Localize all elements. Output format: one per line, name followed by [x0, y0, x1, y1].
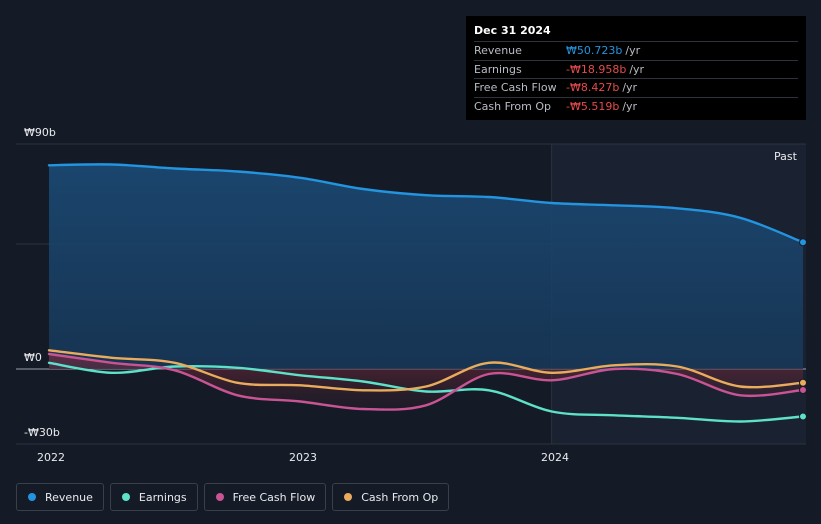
series-line-revenue: [47, 163, 805, 244]
tooltip-label: Earnings: [474, 62, 522, 76]
legend-dot-icon: [28, 493, 36, 501]
y-tick-label: ₩90b: [24, 126, 56, 139]
x-tick-label: 2022: [37, 451, 65, 464]
legend-item-cash-from-op[interactable]: Cash From Op: [332, 483, 450, 511]
end-point-cash-from-op: [799, 378, 807, 387]
legend-label: Free Cash Flow: [232, 490, 316, 504]
end-point-free-cash-flow: [799, 386, 807, 394]
y-tick-label: -₩30b: [24, 426, 60, 439]
tooltip-label: Cash From Op: [474, 99, 552, 113]
series-areas: [49, 164, 803, 410]
tooltip-row-free-cash-flow: Free Cash Flow -₩8.427b /yr: [474, 78, 798, 97]
revenue-area: [49, 164, 803, 369]
series-line-free-cash-flow: [47, 352, 805, 411]
legend-dot-icon: [344, 493, 353, 501]
legend-item-earnings[interactable]: Earnings: [109, 483, 198, 511]
legend-label: Cash From Op: [361, 490, 439, 504]
tooltip-label: Free Cash Flow: [474, 81, 557, 94]
tooltip-value: -₩5.519b: [566, 99, 620, 113]
tooltip-row-earnings: Earnings -₩18.958b /yr: [474, 59, 798, 79]
past-label: Past: [774, 150, 797, 163]
legend-item-revenue[interactable]: Revenue: [16, 483, 104, 511]
tooltip-value: -₩18.958b: [566, 62, 627, 76]
tooltip-unit: /yr: [625, 44, 641, 57]
tooltip-date: Dec 31 2024: [474, 24, 551, 37]
series-line-earnings: [47, 361, 805, 423]
legend-label: Earnings: [138, 490, 187, 504]
series-line-cash-from-op: [47, 349, 805, 392]
tooltip-unit: /yr: [629, 62, 645, 76]
legend: Revenue Earnings Free Cash Flow Cash Fro…: [16, 483, 450, 511]
x-tick-label: 2024: [541, 451, 569, 464]
tooltip-value: ₩50.723b: [566, 44, 623, 57]
tooltip-row-revenue: Revenue ₩50.723b /yr: [474, 41, 798, 60]
legend-dot-icon: [215, 493, 224, 501]
free-cash-flow-area: [49, 354, 803, 410]
tooltip-panel: Dec 31 2024 Revenue ₩50.723b /yr Earning…: [466, 16, 806, 120]
series-lines: [47, 163, 805, 423]
legend-label: Revenue: [45, 490, 93, 504]
legend-item-free-cash-flow[interactable]: Free Cash Flow: [203, 483, 327, 511]
tooltip-unit: /yr: [622, 81, 638, 94]
end-point-revenue: [799, 238, 807, 247]
tooltip-value: -₩8.427b: [566, 81, 620, 94]
legend-dot-icon: [121, 493, 130, 501]
tooltip-unit: /yr: [622, 99, 638, 113]
x-tick-label: 2023: [289, 451, 317, 464]
end-point-earnings: [799, 412, 807, 421]
series-end-markers: [799, 238, 807, 421]
tooltip-label: Revenue: [474, 44, 522, 57]
tooltip-row-cash-from-op: Cash From Op -₩5.519b /yr: [474, 96, 798, 116]
y-tick-label: ₩0: [24, 351, 42, 364]
